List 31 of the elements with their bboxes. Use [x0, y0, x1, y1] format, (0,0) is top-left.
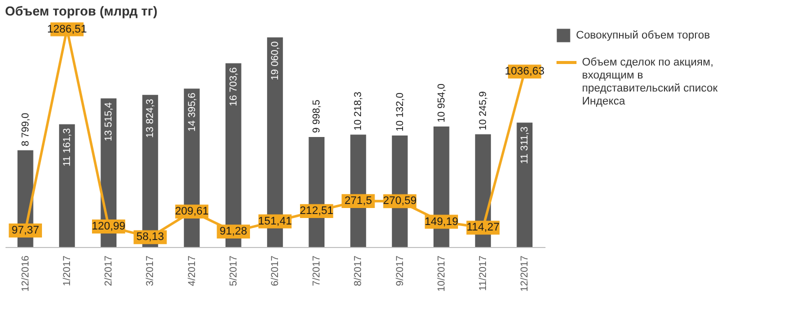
chart-title: Объем торгов (млрд тг)	[5, 3, 158, 18]
x-tick-label: 5/2017	[228, 255, 240, 286]
x-tick-label: 11/2017	[478, 255, 490, 291]
x-tick-label: 2/2017	[104, 255, 115, 286]
data-label: 13 824,3	[145, 98, 156, 138]
data-label: 10 954,0	[436, 83, 448, 123]
x-tick-label: 4/2017	[186, 255, 198, 286]
x-tick-label: 6/2017	[270, 255, 281, 286]
data-label: 13 515,4	[104, 102, 115, 142]
x-tick-label: 10/2017	[436, 255, 448, 292]
x-tick-label: 3/2017	[145, 255, 156, 286]
data-label: 10 132,0	[394, 92, 406, 132]
data-label: 11 311,3	[520, 126, 531, 164]
data-label: 8 799,0	[20, 112, 32, 146]
x-tick-label: 7/2017	[312, 255, 323, 286]
legend-label: Совокупный объем торгов	[576, 30, 710, 42]
data-label: 10 245,9	[478, 90, 490, 130]
data-label: 16 703,6	[228, 66, 240, 106]
x-tick-label: 12/2016	[20, 255, 32, 292]
x-tick-label: 9/2017	[394, 255, 406, 286]
data-label: 10 218,3	[353, 91, 364, 131]
data-label: 11 161,3	[62, 128, 73, 166]
data-label: 19 060,0	[270, 40, 281, 80]
bar	[516, 122, 533, 247]
x-tick-label: 12/2017	[520, 255, 531, 292]
bar	[59, 124, 75, 247]
legend-label: Объем сделок по акциям, входящим в представительский список Индекса	[582, 56, 718, 108]
x-tick-label: 8/2017	[353, 255, 364, 286]
data-label: 9 998,5	[312, 99, 323, 134]
data-label: 14 395,6	[186, 92, 198, 132]
x-tick-label: 1/2017	[62, 255, 73, 286]
